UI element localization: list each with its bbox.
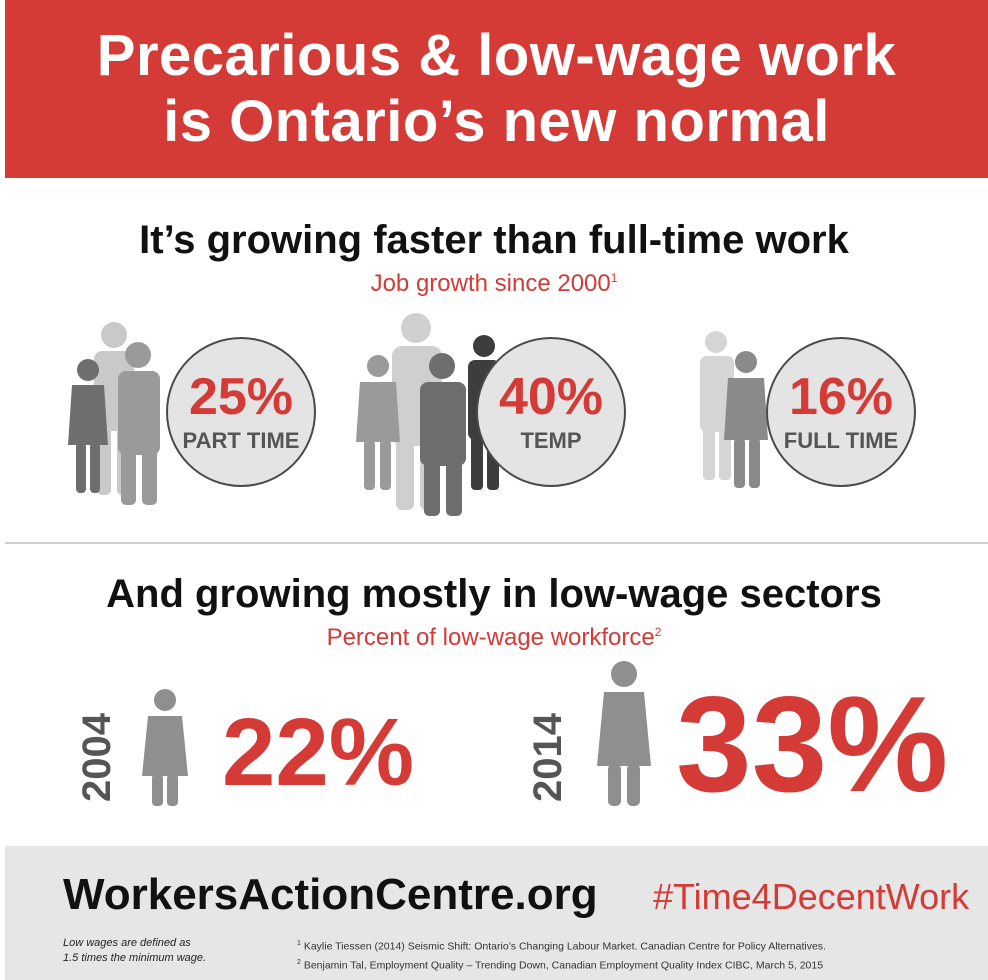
stat-circle-part-time: 25% PART TIME	[166, 337, 316, 487]
low-wage-value-2014: 33%	[676, 668, 949, 820]
section1-heading: It’s growing faster than full-time work	[139, 218, 849, 262]
low-wage-value-2004: 22%	[222, 699, 415, 806]
stat-label: FULL TIME	[783, 428, 899, 453]
person-female-icon	[142, 689, 188, 806]
stat-circle-temp: 40% TEMP	[476, 337, 626, 487]
stat-value: 16%	[788, 368, 894, 426]
person-female-icon	[68, 359, 108, 493]
title-banner: Precarious & low-wage work is Ontario’s …	[5, 0, 988, 178]
section1-subheading: Job growth since 20001	[0, 270, 988, 298]
website-link[interactable]: WorkersActionCentre.org	[63, 870, 598, 919]
section2-subheading: Percent of low-wage workforce2	[0, 624, 988, 652]
person-female-icon	[356, 355, 400, 490]
people-group-temp	[356, 313, 500, 516]
ref-mark-2: 2	[297, 958, 301, 966]
note-line-2: 1.5 times the minimum wage.	[63, 952, 207, 964]
title-line-1: Precarious & low-wage work	[96, 23, 897, 88]
reference-1: 1 Kaylie Tiessen (2014) Seismic Shift: O…	[297, 936, 826, 955]
people-group-part-time	[68, 322, 160, 505]
footer: WorkersActionCentre.org #Time4DecentWork…	[5, 846, 988, 980]
references: 1 Kaylie Tiessen (2014) Seismic Shift: O…	[297, 936, 826, 973]
people-group-full-time	[700, 331, 768, 488]
year-label-2014: 2014	[525, 713, 570, 802]
note-line-1: Low wages are defined as	[63, 937, 191, 949]
stat-circle-full-time: 16% FULL TIME	[766, 337, 916, 487]
section2-subheading-text: Percent of low-wage workforce	[326, 624, 655, 651]
low-wage-definition-note: Low wages are defined as 1.5 times the m…	[63, 936, 263, 966]
title-line-2: is Ontario’s new normal	[163, 89, 830, 154]
stat-value: 25%	[188, 368, 294, 426]
section2-heading: And growing mostly in low-wage sectors	[106, 572, 882, 616]
reference-2: 2 Benjamin Tal, Employment Quality – Tre…	[297, 955, 826, 974]
person-female-icon	[597, 661, 651, 806]
stat-label: TEMP	[520, 428, 582, 453]
reference-1-text: Kaylie Tiessen (2014) Seismic Shift: Ont…	[303, 940, 826, 953]
person-female-icon	[724, 351, 768, 488]
footnote-mark-2: 2	[654, 625, 662, 639]
person-icon	[700, 331, 734, 480]
ref-mark-1: 1	[297, 940, 301, 947]
section-divider	[5, 542, 988, 544]
hashtag: #Time4DecentWork	[653, 876, 970, 917]
person-icon	[420, 353, 466, 516]
reference-2-text: Benjamin Tal, Employment Quality – Trend…	[303, 959, 824, 971]
person-icon	[118, 342, 160, 505]
stat-label: PART TIME	[182, 428, 300, 453]
section1-subheading-text: Job growth since 2000	[370, 270, 611, 297]
year-label-2004: 2004	[74, 713, 119, 802]
stat-value: 40%	[498, 368, 604, 426]
footnote-mark-1: 1	[610, 271, 618, 285]
